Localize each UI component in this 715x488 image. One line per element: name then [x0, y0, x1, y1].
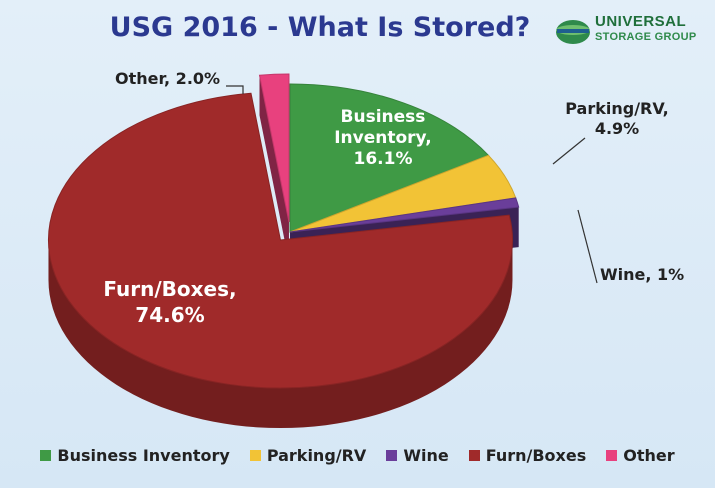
- pie-slice-side: [48, 240, 513, 429]
- pie-slice-wall: [259, 75, 289, 263]
- leader-line: [577, 209, 598, 284]
- legend-item: Business Inventory: [40, 445, 230, 465]
- legend-swatch: [468, 449, 480, 461]
- chart-legend: Business Inventory Parking/RV Wine Furn/Box…: [0, 443, 715, 467]
- data-label-furn-boxes: Furn/Boxes, 74.6%: [103, 277, 236, 327]
- company-logo: UNIVERSAL STORAGE GROUP: [555, 12, 705, 52]
- legend-swatch: [249, 449, 261, 461]
- legend-swatch: [386, 449, 398, 461]
- legend-swatch: [606, 449, 618, 461]
- logo-text-line1: UNIVERSAL: [595, 13, 687, 30]
- data-label-wine: Wine, 1%: [600, 265, 684, 284]
- legend-label: Parking/RV: [266, 445, 367, 465]
- pie-data-labels: Business Inventory, 16.1% Parking/RV, 4.9% Wi…: [103, 69, 684, 327]
- pie-slice-other: [258, 73, 290, 223]
- legend-item: Furn/Boxes: [468, 445, 587, 465]
- globe-icon: [556, 20, 590, 44]
- pie-top-faces: [48, 73, 520, 389]
- pie-slice-business-inventory: [289, 83, 490, 233]
- leader-line: [552, 137, 586, 165]
- leader-line: [226, 85, 244, 94]
- legend-item: Wine: [386, 445, 449, 465]
- legend-label: Wine: [403, 445, 449, 465]
- legend-item: Other: [606, 445, 675, 465]
- pie-slice-wine: [289, 197, 520, 233]
- legend-swatch: [40, 449, 52, 461]
- logo-text-line2: STORAGE GROUP: [595, 31, 697, 43]
- chart-title: USG 2016 - What Is Stored?: [109, 12, 531, 43]
- data-label-business-inventory: Business Inventory, 16.1%: [334, 107, 432, 169]
- pie-slice-furn-boxes: [48, 92, 513, 389]
- legend-label: Business Inventory: [57, 445, 230, 465]
- data-label-parking-rv: Parking/RV, 4.9%: [565, 99, 669, 138]
- legend-item: Parking/RV: [249, 445, 367, 465]
- data-label-other: Other, 2.0%: [115, 69, 220, 88]
- legend-label: Other: [623, 445, 675, 465]
- legend-label: Furn/Boxes: [485, 445, 587, 465]
